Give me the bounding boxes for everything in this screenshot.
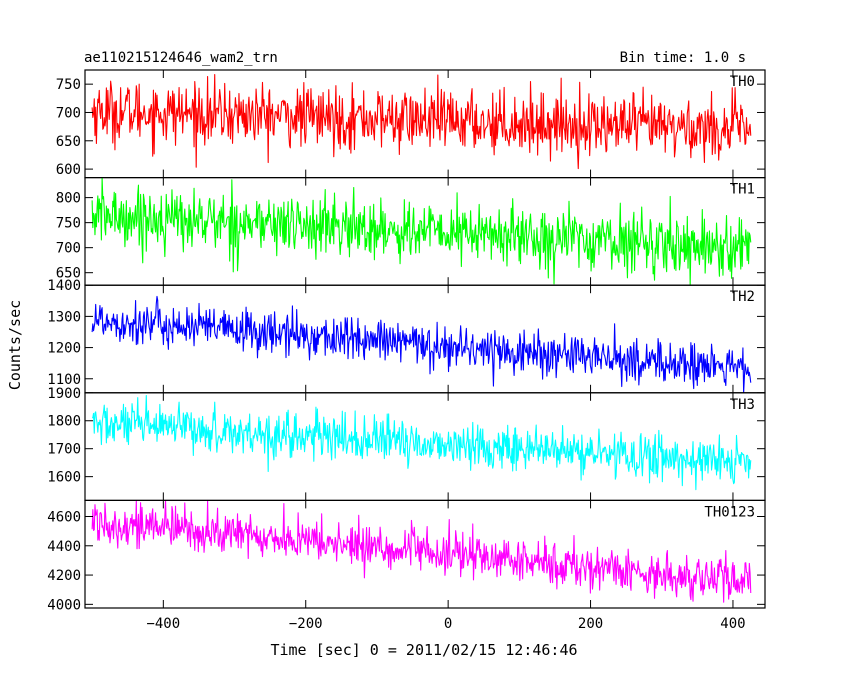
y-tick-label: 750 [56, 77, 81, 93]
y-tick-label: 700 [56, 105, 81, 121]
y-tick-label: 1700 [47, 442, 81, 458]
y-tick-label: 1800 [47, 414, 81, 430]
series-th1 [91, 177, 752, 286]
panel-label-th2: TH2 [730, 289, 755, 305]
x-tick-label: 0 [444, 616, 452, 632]
x-tick-label: 200 [578, 616, 603, 632]
y-tick-label: 1600 [47, 470, 81, 486]
y-tick-label: 1200 [47, 341, 81, 357]
x-tick-label: 400 [720, 616, 745, 632]
y-tick-label: 1400 [47, 278, 81, 294]
panel-label-th0: TH0 [730, 74, 755, 90]
panel-label-th3: TH3 [730, 397, 755, 413]
series-th2 [91, 295, 752, 394]
y-tick-label: 600 [56, 162, 81, 178]
y-tick-label: 800 [56, 191, 81, 207]
series-th0123 [91, 499, 752, 603]
y-tick-label: 1900 [47, 386, 81, 402]
y-tick-label: 700 [56, 241, 81, 257]
y-tick-label: 1300 [47, 309, 81, 325]
y-tick-label: 4400 [47, 539, 81, 555]
chart-subtitle: Bin time: 1.0 s [620, 50, 746, 66]
y-tick-label: 1100 [47, 372, 81, 388]
y-tick-label: 650 [56, 134, 81, 150]
x-axis-label: Time [sec] 0 = 2011/02/15 12:46:46 [270, 641, 577, 659]
x-tick-label: −200 [289, 616, 323, 632]
y-tick-label: 4200 [47, 568, 81, 584]
panel-label-th0123: TH0123 [704, 504, 755, 520]
chart-title: ae110215124646_wam2_trn [84, 50, 278, 66]
panel-frame-th0123 [84, 499, 766, 609]
y-tick-label: 650 [56, 266, 81, 282]
y-axis-label: Counts/sec [6, 300, 24, 390]
panels-group: 600 650 700 750 TH0 650 700 750 800 TH1 1100 1200 13… [47, 69, 766, 632]
series-th3 [92, 395, 752, 491]
y-tick-label: 4600 [47, 510, 81, 526]
series-th0 [91, 74, 752, 170]
x-tick-label: −400 [146, 616, 180, 632]
y-tick-label: 750 [56, 216, 81, 232]
panel-frame-th2 [84, 284, 766, 394]
y-tick-label: 4000 [47, 597, 81, 613]
panel-label-th1: TH1 [730, 182, 755, 198]
